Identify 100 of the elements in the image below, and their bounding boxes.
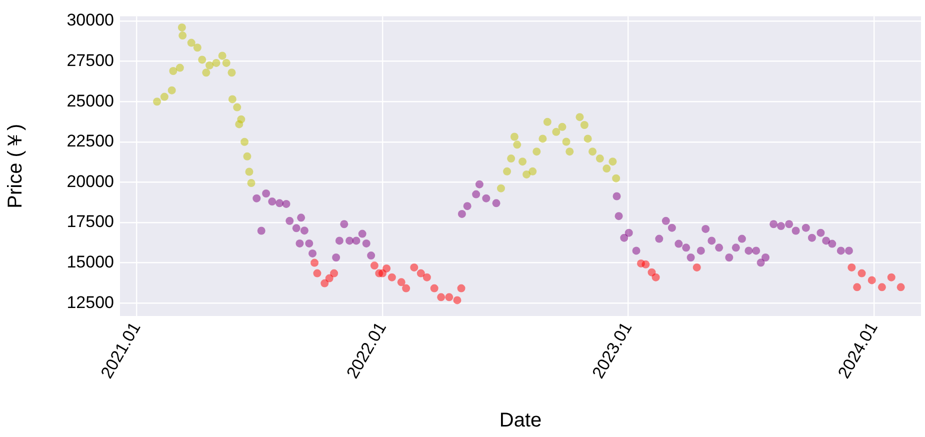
y-tick-label: 17500 (66, 212, 114, 232)
point (437, 293, 446, 302)
point (662, 216, 670, 225)
point (292, 224, 300, 232)
point (422, 273, 431, 282)
point (632, 246, 640, 255)
point (268, 198, 276, 206)
point (463, 202, 472, 210)
point (715, 244, 724, 252)
point (178, 23, 186, 32)
point (475, 180, 484, 188)
point (708, 236, 716, 245)
point (828, 240, 836, 248)
point (178, 32, 187, 40)
y-tick-label: 22500 (66, 132, 114, 151)
point (686, 253, 695, 262)
point (367, 252, 376, 260)
point (696, 246, 705, 255)
point (153, 98, 162, 106)
point (416, 269, 425, 278)
point (169, 67, 178, 75)
point (562, 138, 570, 146)
point (262, 190, 270, 198)
point (233, 103, 242, 112)
point (668, 224, 676, 232)
point (320, 279, 329, 288)
point (682, 244, 690, 252)
point (335, 236, 344, 245)
point (340, 220, 348, 228)
point (584, 134, 592, 143)
point (744, 246, 753, 255)
point (608, 158, 617, 166)
point (297, 214, 306, 222)
point (896, 283, 905, 292)
point (816, 228, 825, 237)
point (243, 152, 252, 160)
point (257, 226, 266, 235)
point (276, 199, 284, 208)
point (738, 234, 746, 243)
x-axis-title: Date (499, 410, 542, 432)
point (346, 236, 354, 245)
point (325, 274, 334, 282)
point (472, 190, 480, 198)
point (362, 239, 370, 248)
point (228, 95, 236, 104)
point (198, 56, 206, 64)
point (612, 174, 620, 182)
point (160, 92, 168, 101)
point (566, 148, 574, 156)
point (168, 86, 176, 94)
point (332, 253, 340, 262)
point (858, 269, 866, 278)
point (247, 179, 256, 188)
point (445, 293, 454, 302)
point (836, 246, 845, 255)
point (614, 212, 623, 220)
point (453, 296, 462, 304)
point (206, 61, 214, 70)
point (620, 234, 628, 242)
point (808, 234, 816, 242)
point (602, 164, 611, 173)
point (510, 132, 518, 141)
point (397, 278, 406, 286)
point (503, 167, 512, 176)
point (458, 210, 466, 218)
point (410, 263, 418, 272)
point (624, 228, 633, 237)
point (388, 273, 396, 282)
point (305, 239, 314, 248)
point (652, 273, 660, 282)
point (252, 194, 261, 202)
point (300, 226, 308, 235)
point (358, 230, 366, 238)
point (538, 134, 547, 143)
point (430, 284, 438, 292)
point (222, 58, 230, 67)
point (240, 138, 249, 146)
point (848, 263, 856, 272)
y-tick-label: 20000 (66, 172, 114, 191)
point (282, 200, 290, 208)
point (674, 240, 683, 248)
y-tick-label: 12500 (66, 292, 114, 312)
point (752, 246, 760, 255)
point (296, 239, 304, 248)
point (853, 283, 862, 292)
point (286, 216, 294, 225)
point (552, 128, 560, 136)
point (762, 253, 770, 262)
point (576, 113, 584, 122)
point (245, 168, 254, 176)
point (496, 184, 505, 192)
point (844, 246, 853, 255)
y-tick-label: 30000 (66, 10, 114, 30)
point (612, 192, 621, 200)
point (702, 224, 710, 233)
point (237, 115, 246, 124)
point (878, 283, 886, 292)
point (482, 194, 490, 202)
point (776, 222, 785, 230)
point (176, 64, 184, 72)
